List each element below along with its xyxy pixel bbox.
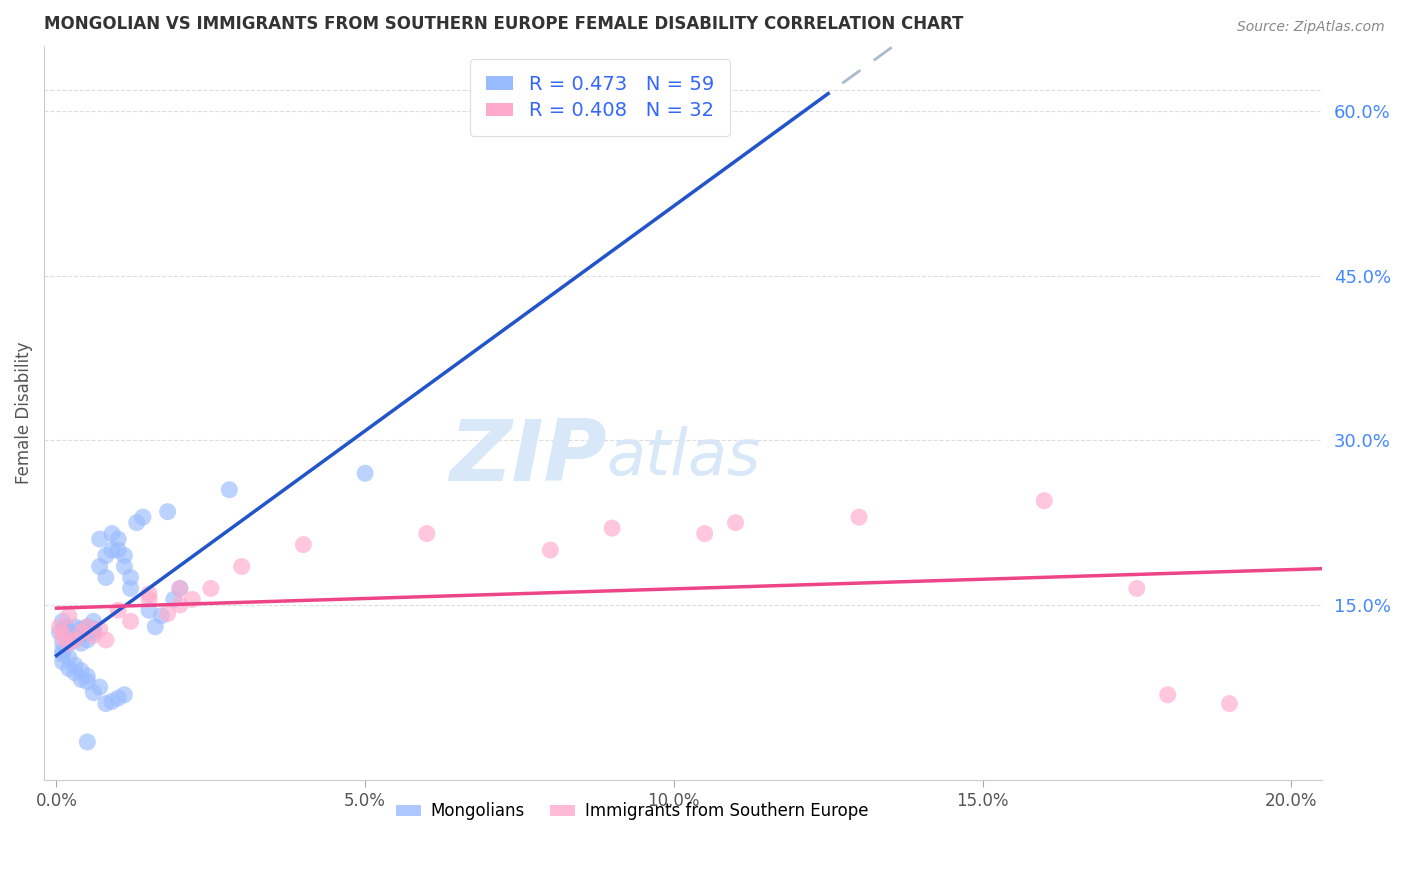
Point [132, 510, 155, 524]
Point [52, 655, 75, 669]
Point [48, 625, 70, 640]
Point [138, 592, 160, 607]
Point [112, 549, 135, 563]
Point [292, 537, 315, 551]
Point [125, 516, 148, 530]
Point [52, 636, 75, 650]
Point [94, 549, 117, 563]
Point [58, 650, 80, 665]
Point [52, 615, 75, 629]
Point [63, 632, 86, 647]
Point [600, 521, 623, 535]
Point [76, 735, 98, 749]
Point [48, 620, 70, 634]
Y-axis label: Female Disability: Female Disability [15, 342, 32, 484]
Point [58, 636, 80, 650]
Point [76, 625, 98, 640]
Point [94, 570, 117, 584]
Point [63, 631, 86, 645]
Point [94, 697, 117, 711]
Point [76, 674, 98, 689]
Point [693, 526, 716, 541]
Point [76, 632, 98, 647]
Point [150, 608, 173, 623]
Point [848, 510, 870, 524]
Point [83, 685, 105, 699]
Point [89, 622, 111, 636]
Point [156, 607, 179, 621]
Point [52, 631, 75, 645]
Point [143, 620, 166, 634]
Point [231, 559, 253, 574]
Text: MONGOLIAN VS IMMIGRANTS FROM SOUTHERN EUROPE FEMALE DISABILITY CORRELATION CHART: MONGOLIAN VS IMMIGRANTS FROM SOUTHERN EU… [44, 15, 963, 33]
Point [138, 587, 160, 601]
Point [107, 543, 129, 558]
Point [52, 647, 75, 661]
Point [169, 598, 191, 612]
Point [63, 665, 86, 680]
Point [63, 620, 86, 634]
Point [58, 608, 80, 623]
Point [58, 631, 80, 645]
Point [112, 559, 135, 574]
Point [101, 526, 124, 541]
Point [156, 505, 179, 519]
Point [89, 559, 111, 574]
Point [83, 629, 105, 643]
Point [63, 658, 86, 673]
Point [76, 669, 98, 683]
Point [1157, 688, 1180, 702]
Point [101, 543, 124, 558]
Point [354, 467, 377, 481]
Point [89, 680, 111, 694]
Text: Source: ZipAtlas.com: Source: ZipAtlas.com [1237, 20, 1385, 34]
Point [70, 673, 93, 687]
Point [1033, 493, 1056, 508]
Point [58, 636, 80, 650]
Point [70, 636, 93, 650]
Point [538, 543, 561, 558]
Point [138, 603, 160, 617]
Point [724, 516, 747, 530]
Point [112, 688, 135, 702]
Legend: Mongolians, Immigrants from Southern Europe: Mongolians, Immigrants from Southern Eur… [389, 796, 875, 827]
Point [107, 532, 129, 546]
Point [416, 526, 439, 541]
Point [169, 582, 191, 596]
Point [1126, 582, 1149, 596]
Point [70, 664, 93, 678]
Point [76, 620, 98, 634]
Text: ZIP: ZIP [449, 416, 606, 499]
Point [218, 483, 240, 497]
Point [94, 632, 117, 647]
Point [120, 615, 142, 629]
Point [63, 632, 86, 647]
Text: atlas: atlas [606, 426, 761, 488]
Point [83, 622, 105, 636]
Point [200, 582, 222, 596]
Point [120, 570, 142, 584]
Point [163, 592, 186, 607]
Point [169, 582, 191, 596]
Point [1218, 697, 1240, 711]
Point [70, 629, 93, 643]
Point [58, 625, 80, 640]
Point [76, 620, 98, 634]
Point [55, 620, 77, 634]
Point [52, 625, 75, 640]
Point [70, 625, 93, 640]
Point [101, 694, 124, 708]
Point [83, 615, 105, 629]
Point [70, 622, 93, 636]
Point [89, 532, 111, 546]
Point [58, 661, 80, 675]
Point [107, 691, 129, 706]
Point [83, 625, 105, 640]
Point [52, 644, 75, 658]
Point [181, 592, 204, 607]
Point [120, 582, 142, 596]
Point [107, 603, 129, 617]
